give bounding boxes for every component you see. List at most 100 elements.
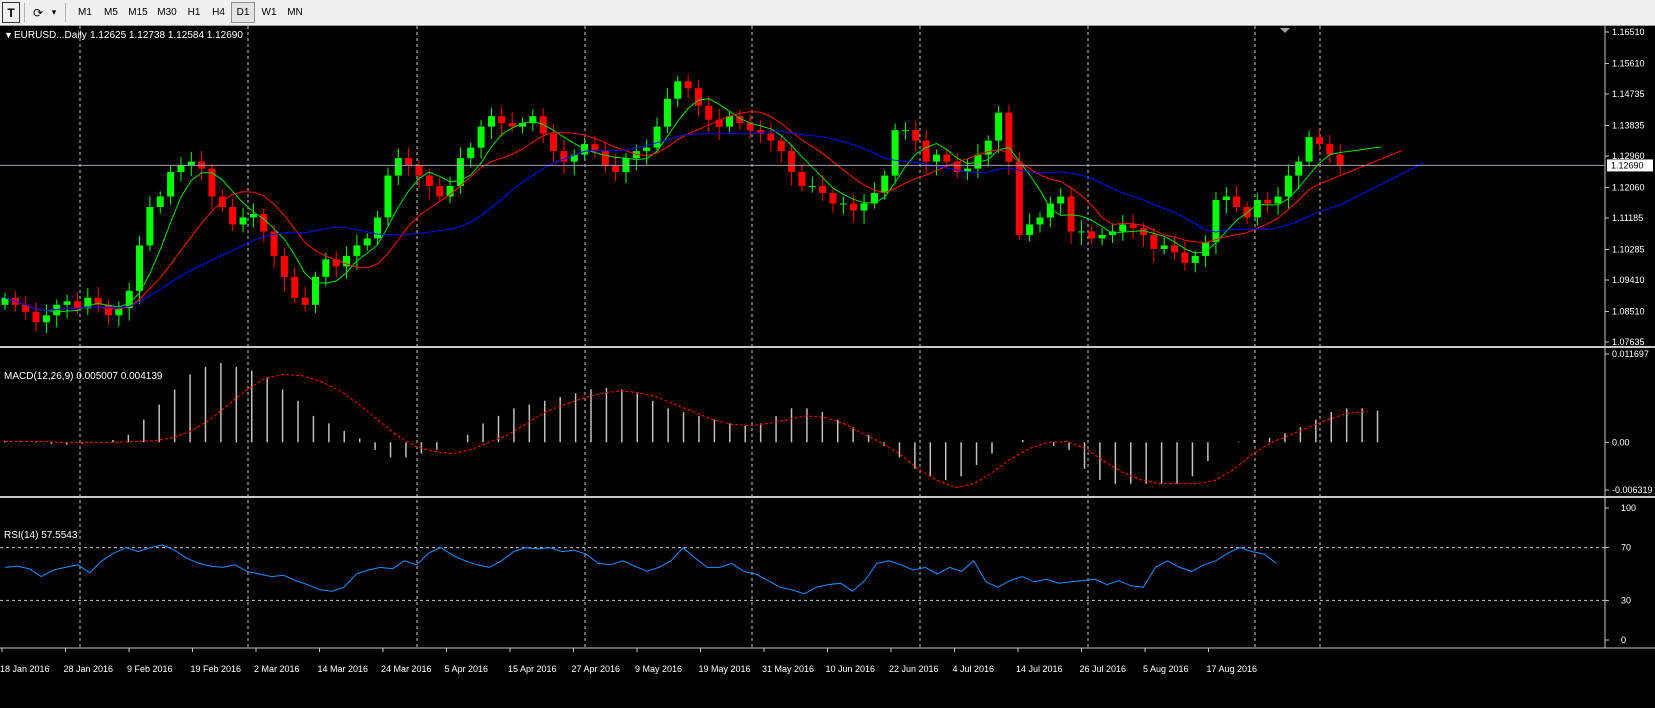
candle-body (560, 151, 568, 162)
time-tick-label: 14 Jul 2016 (1016, 664, 1063, 674)
time-tick-label: 9 Feb 2016 (127, 664, 173, 674)
toolbar-separator (24, 3, 25, 22)
candle-body (343, 255, 351, 267)
timeframe-mn-button[interactable]: MN (287, 7, 303, 18)
candle-body (984, 140, 992, 155)
candle-body (394, 158, 402, 176)
time-tick-label: 4 Jul 2016 (953, 664, 995, 674)
candle-body (798, 172, 806, 187)
candle-body (570, 154, 578, 162)
time-tick-label: 2 Mar 2016 (254, 664, 300, 674)
candle-body (767, 133, 775, 141)
chart-shift-marker-icon[interactable] (1280, 28, 1290, 33)
price-tick-label: 1.14735 (1612, 89, 1645, 99)
time-tick-label: 26 Jul 2016 (1080, 664, 1127, 674)
macd-panel (4, 363, 1379, 489)
candle-body (1181, 252, 1189, 263)
chart-grid (0, 26, 1655, 649)
candle-body (1253, 200, 1261, 218)
candle-body (974, 154, 982, 169)
toolbar-separator (65, 3, 66, 22)
candle-body (663, 98, 671, 127)
time-tick-label: 14 Mar 2016 (318, 664, 369, 674)
timeframe-m15-button[interactable]: M15 (128, 7, 148, 18)
candle-body (508, 123, 516, 127)
timeframe-h4-button[interactable]: H4 (212, 7, 225, 18)
timeframe-m30-button[interactable]: M30 (157, 7, 177, 18)
price-tick-label: 1.12060 (1612, 182, 1645, 192)
ma-slow-line (4, 130, 1424, 311)
candle-body (73, 301, 81, 309)
candle-body (291, 276, 299, 298)
candle-body (726, 116, 733, 127)
symbol-dropdown-arrow[interactable]: ▼ (4, 30, 13, 40)
candle-body (1212, 200, 1220, 242)
time-tick-label: 27 Apr 2016 (572, 664, 621, 674)
candle-body (1026, 224, 1034, 235)
candle-body (229, 206, 237, 225)
timeframe-w1-button[interactable]: W1 (261, 7, 277, 18)
candle-body (1336, 154, 1344, 166)
candle-body (736, 116, 744, 124)
chevron-down-icon: ▾ (51, 7, 57, 17)
time-tick-label: 5 Apr 2016 (445, 664, 489, 674)
time-tick-label: 17 Aug 2016 (1207, 664, 1258, 674)
candle-body (808, 186, 816, 188)
rsi-tick-label: 30 (1621, 595, 1631, 605)
macd-tick-label: 0.011697 (1612, 349, 1649, 359)
drawing-tools-icon: ⟳ (32, 5, 44, 20)
candle-body (42, 315, 50, 323)
macd-signal-line (5, 373, 1366, 489)
candle-body (674, 81, 682, 99)
candle-body (953, 161, 961, 173)
candle-body (1005, 112, 1013, 162)
price-tick-label: 1.08510 (1612, 306, 1645, 316)
candle-body (995, 112, 1003, 141)
candle-body (1046, 203, 1054, 218)
candle-body (943, 154, 951, 162)
candle-body (653, 126, 661, 148)
candle-body (32, 311, 40, 323)
price-tick-label: 1.16510 (1612, 27, 1645, 37)
price-tick-label: 1.07635 (1612, 337, 1645, 347)
drawing-tools-dropdown[interactable]: ▾ (48, 2, 60, 23)
candle-body (1305, 137, 1313, 162)
candle-body (363, 238, 371, 246)
candle-body (1057, 196, 1065, 204)
timeframe-m1-button[interactable]: M1 (78, 7, 92, 18)
rsi-tick-label: 70 (1621, 543, 1631, 553)
candle-body (260, 213, 268, 232)
time-tick-label: 18 Jan 2016 (0, 664, 50, 674)
candle-body (1150, 234, 1158, 249)
timeframe-m5-button[interactable]: M5 (104, 7, 118, 18)
chart-toolbar: T ⟳ ▾ M1 M5 M15 M30 H1 H4 D1 W1 MN (0, 0, 1655, 26)
current-price-tag (1607, 159, 1653, 172)
text-tool-button[interactable]: T (2, 2, 20, 23)
time-tick-label: 22 Jun 2016 (889, 664, 939, 674)
candle-body (881, 175, 889, 194)
candle-body (487, 116, 495, 127)
timeframe-d1-button[interactable]: D1 (231, 2, 255, 23)
timeframe-h1-button[interactable]: H1 (187, 7, 201, 18)
ohlc-label: 1.12625 1.12738 1.12584 1.12690 (90, 30, 243, 41)
price-chart[interactable]: 1.16510 1.15610 1.14735 1.13835 1.12960 1.120… (0, 26, 1655, 708)
price-tick-label: 1.09410 (1612, 275, 1645, 285)
candle-body (1171, 245, 1179, 253)
drawing-tools-button[interactable]: ⟳ (28, 2, 48, 23)
candle-body (1015, 161, 1023, 235)
candle-body (456, 158, 464, 187)
candle-body (125, 290, 133, 309)
candle-body (436, 186, 444, 197)
candle-body (829, 193, 837, 204)
macd-tick-label: 0.00 (1612, 437, 1630, 447)
candle-body (1202, 241, 1210, 256)
candle-body (1160, 245, 1168, 249)
candle-body (167, 172, 175, 197)
candle-body (922, 140, 930, 162)
candle-body (63, 301, 71, 305)
candle-body (384, 175, 392, 218)
price-tick-label: 1.11185 (1612, 213, 1643, 223)
candle-body (860, 203, 868, 211)
candle-body (1274, 196, 1282, 204)
candle-body (529, 116, 537, 124)
